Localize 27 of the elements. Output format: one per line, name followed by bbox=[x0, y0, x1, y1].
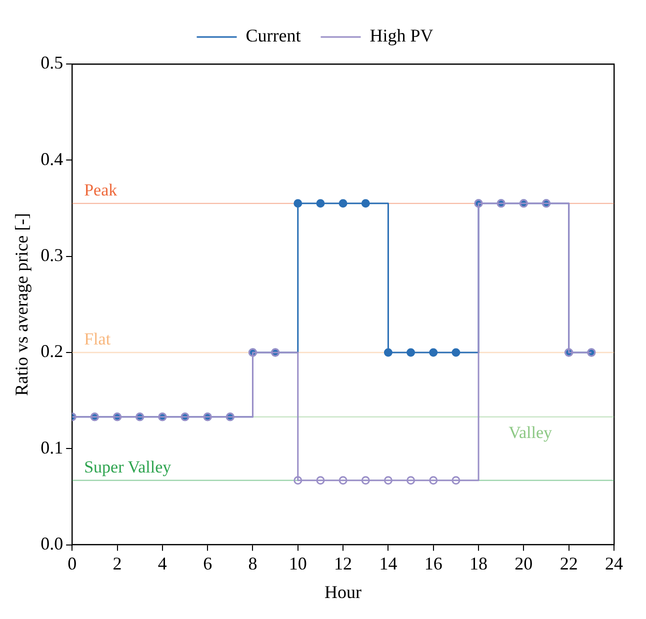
legend-label: High PV bbox=[370, 26, 434, 46]
x-tick-label: 8 bbox=[248, 553, 258, 574]
x-tick-label: 22 bbox=[560, 553, 578, 574]
x-tick-label: 24 bbox=[605, 553, 623, 574]
x-tick-label: 0 bbox=[68, 553, 77, 574]
y-tick-label: 0.0 bbox=[40, 534, 64, 554]
y-tick-label: 0.1 bbox=[40, 437, 64, 458]
x-tick-label: 10 bbox=[288, 553, 307, 574]
ref-line-label: Valley bbox=[508, 422, 552, 442]
y-tick-label: 0.2 bbox=[40, 341, 64, 362]
x-tick-label: 2 bbox=[112, 553, 122, 574]
x-tick-label: 16 bbox=[424, 553, 442, 574]
legend-label: Current bbox=[246, 26, 301, 46]
ref-line-label: Super Valley bbox=[84, 457, 172, 476]
x-axis-title: Hour bbox=[324, 582, 362, 602]
x-tick-label: 6 bbox=[203, 553, 212, 574]
ref-line-label: Flat bbox=[84, 329, 111, 348]
x-tick-label: 18 bbox=[470, 553, 488, 574]
x-tick-label: 12 bbox=[334, 553, 352, 574]
x-tick-label: 4 bbox=[158, 553, 167, 574]
y-axis-title: Ratio vs average price [-] bbox=[12, 212, 32, 396]
ref-line-label: Peak bbox=[84, 180, 118, 200]
y-tick-label: 0.3 bbox=[40, 245, 64, 266]
y-tick-label: 0.5 bbox=[40, 52, 64, 73]
x-tick-label: 14 bbox=[379, 553, 398, 574]
x-tick-label: 20 bbox=[514, 553, 533, 574]
y-tick-label: 0.4 bbox=[40, 148, 64, 169]
